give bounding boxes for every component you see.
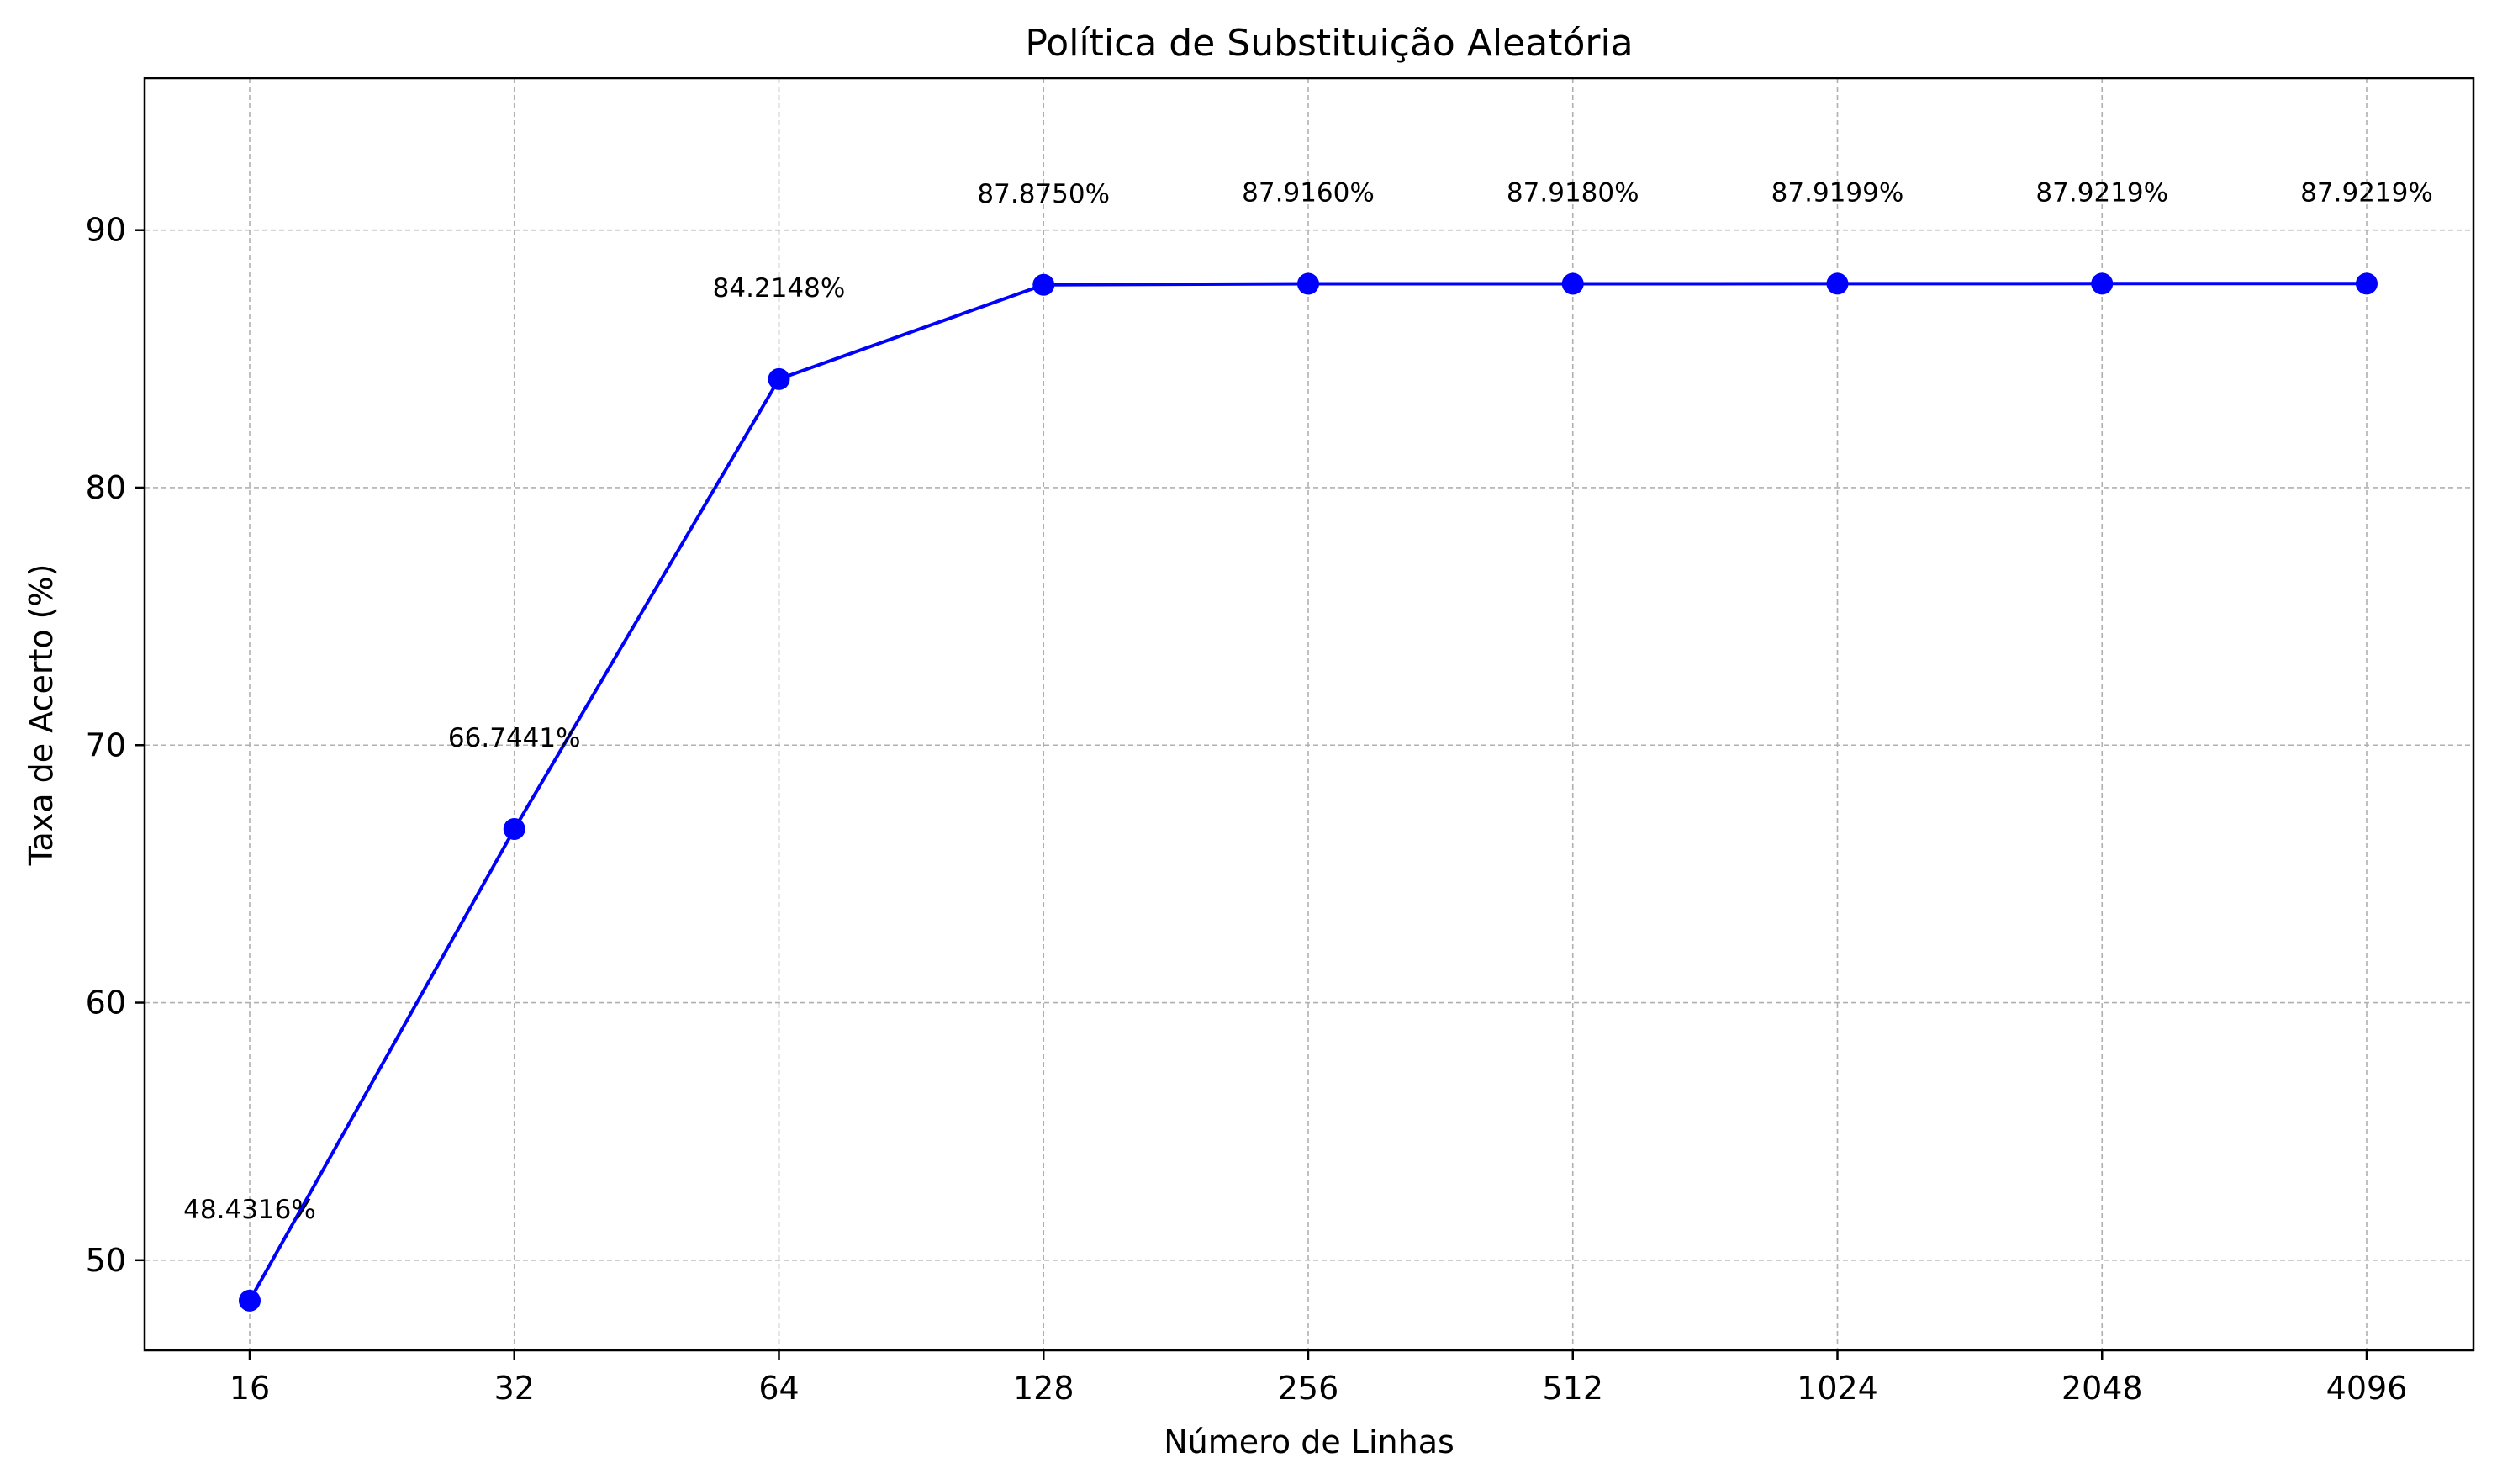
x-tick-label: 64 xyxy=(758,1370,799,1407)
data-label: 84.2148% xyxy=(713,273,846,304)
data-point xyxy=(239,1289,261,1312)
chart-title: Política de Substituição Aleatória xyxy=(1025,22,1633,65)
data-label: 66.7441% xyxy=(448,723,581,753)
data-label: 87.8750% xyxy=(977,179,1110,209)
data-point xyxy=(2091,272,2114,295)
x-tick-label: 1024 xyxy=(1797,1370,1878,1407)
y-tick-label: 70 xyxy=(86,726,126,763)
x-axis-title: Número de Linhas xyxy=(1164,1423,1454,1460)
x-tick-label: 16 xyxy=(230,1370,270,1407)
x-tick-label: 2048 xyxy=(2061,1370,2143,1407)
y-axis-title: Taxa de Acerto (%) xyxy=(23,564,60,867)
data-points xyxy=(239,272,2378,1312)
data-label: 48.4316% xyxy=(183,1195,316,1225)
x-tick-label: 256 xyxy=(1278,1370,1339,1407)
data-point xyxy=(1032,273,1055,296)
data-label: 87.9199% xyxy=(1771,177,1904,208)
y-tick-label: 90 xyxy=(86,212,126,249)
data-label: 87.9160% xyxy=(1242,178,1375,209)
y-tick-label: 60 xyxy=(86,985,126,1022)
x-tick-label: 4096 xyxy=(2326,1370,2408,1407)
data-labels: 48.4316% 66.7441% 84.2148% 87.8750% 87.9160%… xyxy=(183,177,2433,1224)
x-tick-label: 128 xyxy=(1013,1370,1074,1407)
data-label: 87.9219% xyxy=(2035,177,2168,208)
data-point xyxy=(2356,272,2378,295)
data-point xyxy=(503,817,525,840)
x-tick-label: 32 xyxy=(494,1370,535,1407)
data-label: 87.9219% xyxy=(2300,177,2433,208)
data-point xyxy=(768,367,790,390)
data-label: 87.9180% xyxy=(1507,177,1639,208)
y-tick-label: 80 xyxy=(86,469,126,506)
data-point xyxy=(1297,272,1319,295)
plot-area-frame xyxy=(143,77,2475,1352)
data-point xyxy=(1826,272,1849,295)
y-tick-label: 50 xyxy=(86,1242,126,1279)
x-tick-label: 512 xyxy=(1542,1370,1603,1407)
data-point xyxy=(1561,272,1584,295)
axis-ticks: 16 32 64 128 256 512 1024 2048 4096 50 60 70 80 90 xyxy=(86,212,2408,1407)
